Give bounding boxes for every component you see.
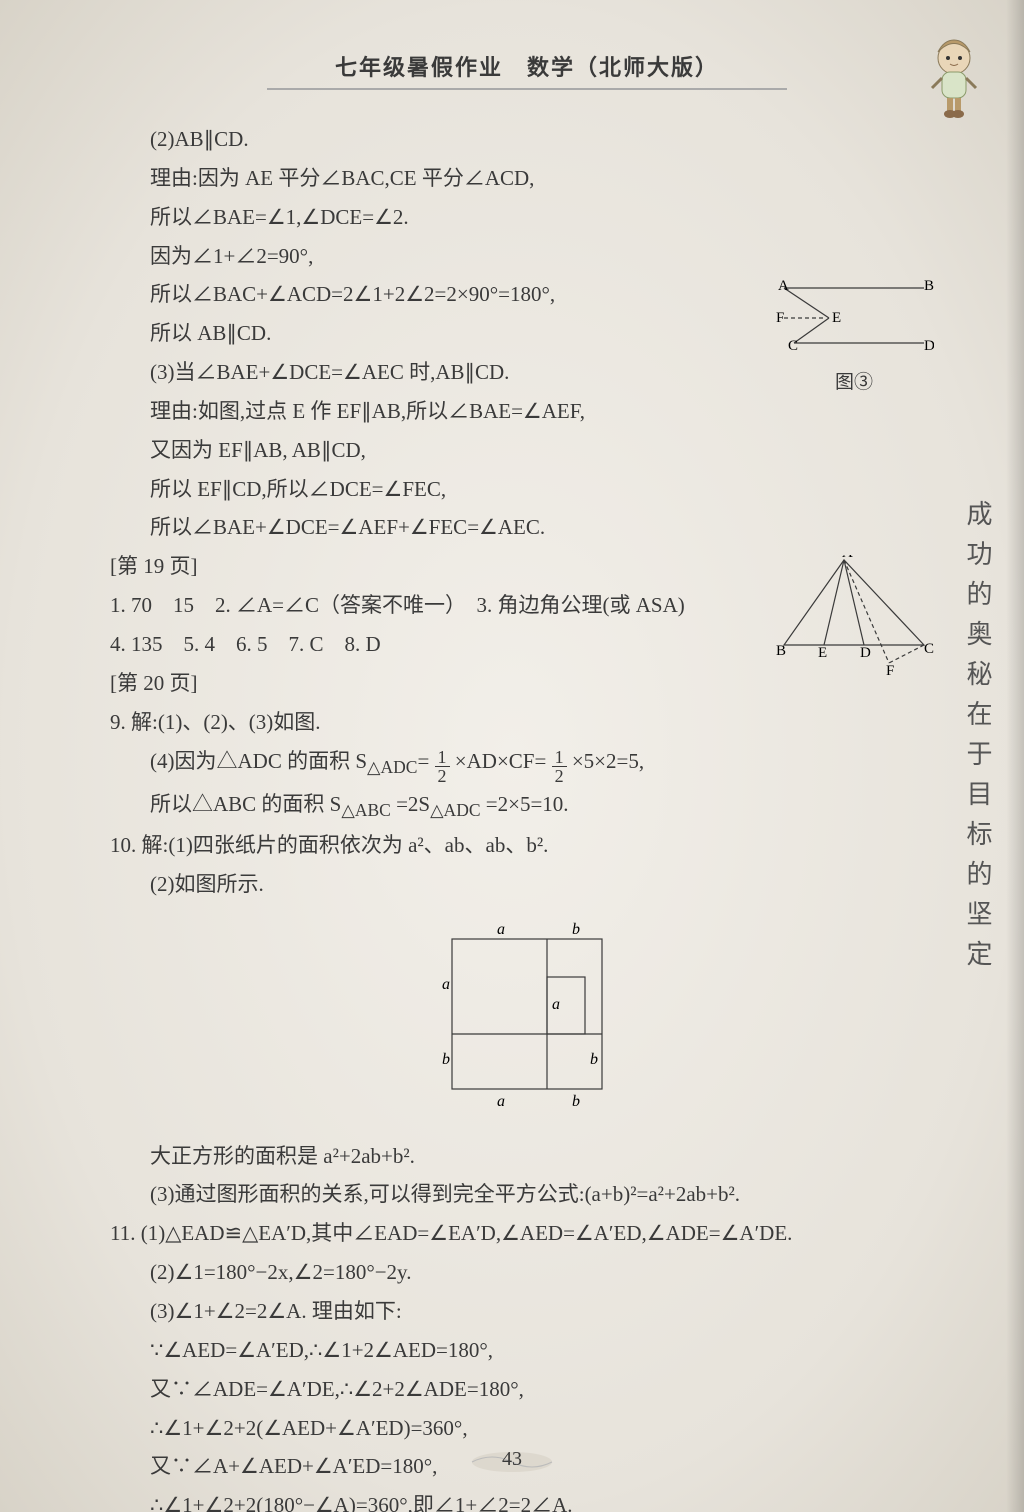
line-3: 所以∠BAE=∠1,∠DCE=∠2. [110, 198, 944, 237]
line-1: (2)AB∥CD. [110, 120, 944, 159]
svg-text:A: A [778, 278, 789, 294]
line-25: (3)∠1+∠2=2∠A. 理由如下: [110, 1292, 944, 1331]
vertical-motto: 成功的奥秘在于目标的坚定 [959, 500, 996, 980]
line-23: 11. (1)△EAD≌△EA′D,其中∠EAD=∠EA′D,∠AED=∠A′E… [110, 1214, 944, 1253]
line-24: (2)∠1=180°−2x,∠2=180°−2y. [110, 1253, 944, 1292]
line-30: ∴∠1+∠2+2(180°−∠A)=360°,即∠1+∠2=2∠A. [110, 1486, 944, 1512]
svg-text:A: A [842, 555, 853, 561]
line-20: (2)如图所示. [110, 865, 944, 904]
page-header: 七年级暑假作业 数学（北师大版） [110, 50, 944, 82]
header-underline [267, 88, 787, 90]
svg-text:a: a [497, 1093, 505, 1110]
svg-text:F: F [776, 310, 784, 326]
svg-text:a: a [442, 976, 450, 993]
line-16: 9. 解:(1)、(2)、(3)如图. [110, 703, 944, 742]
figure-3-label: 图③ [774, 367, 934, 394]
line-17: (4)因为△ADC 的面积 S△ADC= 12 ×AD×CF= 12 ×5×2=… [110, 742, 944, 785]
line-27: 又∵∠ADE=∠A′DE,∴∠2+2∠ADE=180°, [110, 1370, 944, 1409]
line-8: 理由:如图,过点 E 作 EF∥AB,所以∠BAE=∠AEF, [110, 392, 944, 431]
line-22: (3)通过图形面积的关系,可以得到完全平方公式:(a+b)²=a²+2ab+b²… [110, 1175, 944, 1214]
line-21: 大正方形的面积是 a²+2ab+b². [110, 1137, 944, 1176]
svg-text:C: C [924, 641, 934, 657]
svg-text:D: D [860, 645, 871, 661]
line-2: 理由:因为 AE 平分∠BAC,CE 平分∠ACD, [110, 159, 944, 198]
svg-text:B: B [924, 278, 934, 294]
svg-text:b: b [590, 1051, 598, 1068]
line-10: 所以 EF∥CD,所以∠DCE=∠FEC, [110, 470, 944, 509]
line-9: 又因为 EF∥AB, AB∥CD, [110, 431, 944, 470]
line-4: 因为∠1+∠2=90°, [110, 237, 944, 276]
svg-text:F: F [886, 663, 894, 675]
svg-text:b: b [572, 1093, 580, 1110]
figure-3: A B C D E F 图③ [774, 278, 934, 394]
line-18: 所以△ABC 的面积 S△ABC =2S△ADC =2×5=10. [110, 785, 944, 827]
svg-text:b: b [442, 1051, 450, 1068]
figure-triangle: A B E D C F [774, 555, 934, 680]
svg-text:D: D [924, 338, 934, 354]
svg-text:a: a [552, 996, 560, 1013]
line-26: ∵∠AED=∠A′ED,∴∠1+2∠AED=180°, [110, 1331, 944, 1370]
svg-text:a: a [497, 921, 505, 938]
svg-text:E: E [818, 645, 827, 661]
svg-text:b: b [572, 921, 580, 938]
figure-square: a b a a b b a b [422, 914, 632, 1127]
mascot-icon [914, 30, 994, 120]
page-edge-shadow [1006, 0, 1024, 1512]
line-28: ∴∠1+∠2+2(∠AED+∠A′ED)=360°, [110, 1409, 944, 1448]
line-19: 10. 解:(1)四张纸片的面积依次为 a²、ab、ab、b². [110, 826, 944, 865]
svg-text:C: C [788, 338, 798, 354]
svg-text:E: E [832, 310, 841, 326]
svg-text:B: B [776, 643, 786, 659]
page-number: 43 [0, 1448, 1024, 1476]
line-11: 所以∠BAE+∠DCE=∠AEF+∠FEC=∠AEC. [110, 508, 944, 547]
